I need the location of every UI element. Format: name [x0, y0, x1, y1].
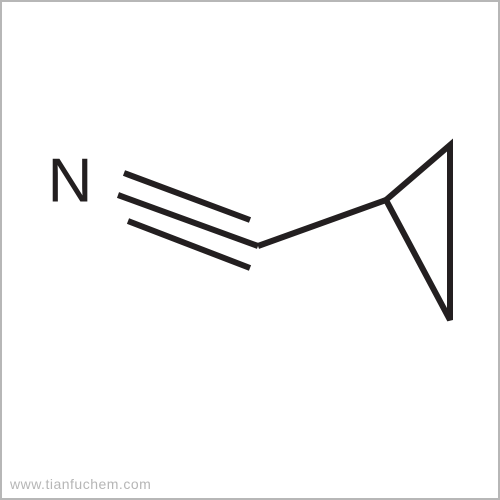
triple-bond-line-1 — [124, 173, 250, 220]
triple-bond — [118, 173, 258, 268]
nitrogen-label: N — [48, 146, 93, 215]
bond-to-ring — [258, 200, 386, 246]
cyclopropane-ring — [386, 145, 450, 320]
watermark-text: www.tianfuchem.com — [10, 476, 151, 492]
triple-bond-line-2 — [118, 195, 258, 246]
structure-canvas: N — [0, 0, 500, 500]
triple-bond-line-3 — [128, 221, 250, 268]
